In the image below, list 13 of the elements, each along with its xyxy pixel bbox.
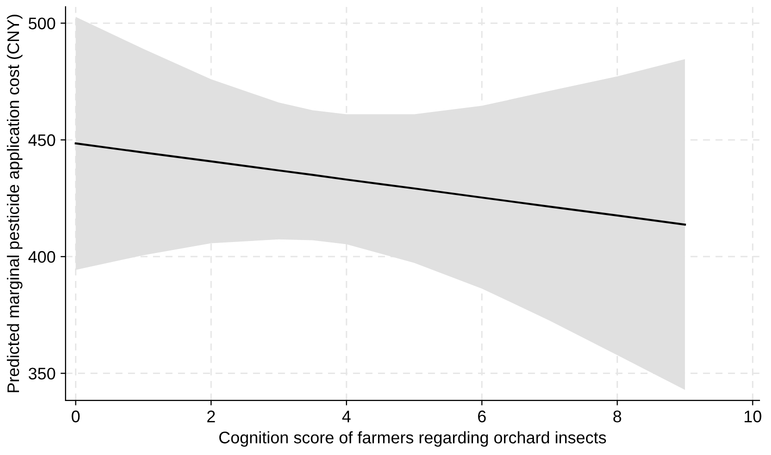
x-tick-label: 0	[72, 410, 80, 422]
x-axis-title: Cognition score of farmers regarding orchard insects	[219, 431, 606, 447]
y-tick-label: 450	[28, 134, 56, 146]
y-axis-title: Predicted marginal pesticide application cost (CNY)	[6, 14, 22, 392]
x-tick-label: 4	[342, 410, 351, 422]
y-tick-label: 400	[28, 251, 56, 263]
x-tick-label: 10	[744, 410, 762, 422]
x-tick-label: 6	[478, 410, 486, 422]
line-series	[74, 142, 686, 226]
x-tick-label: 2	[207, 410, 215, 422]
y-tick-label: 350	[28, 368, 56, 380]
x-tick-label: 8	[613, 410, 622, 422]
y-tick-label: 500	[28, 18, 56, 30]
